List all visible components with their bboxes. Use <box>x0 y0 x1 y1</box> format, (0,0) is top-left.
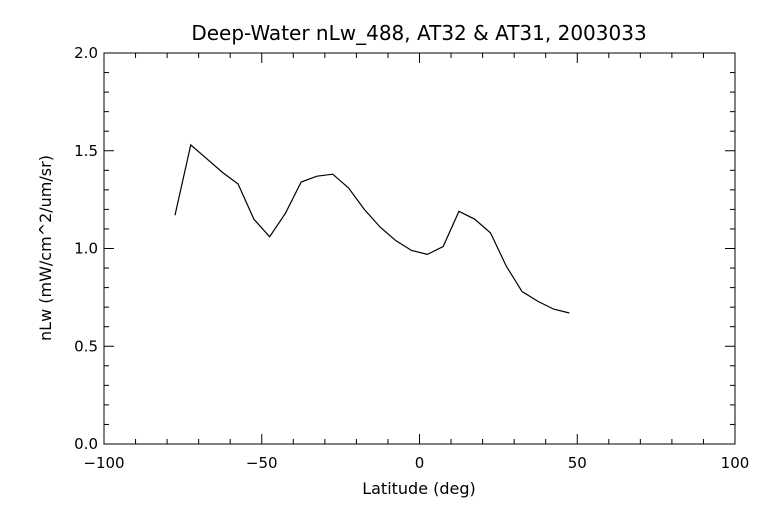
series-line <box>174 143 570 314</box>
x-tick-label: −100 <box>83 454 124 472</box>
plot-frame <box>103 52 736 445</box>
y-tick-label: 0.0 <box>74 435 98 453</box>
x-tick-label: 100 <box>721 454 750 472</box>
x-axis-label: Latitude (deg) <box>362 479 476 498</box>
x-tick-label: −50 <box>246 454 278 472</box>
chart-title: Deep-Water nLw_488, AT32 & AT31, 2003033 <box>191 21 646 45</box>
y-tick-label: 2.0 <box>74 44 98 62</box>
y-tick-label: 0.5 <box>74 337 98 355</box>
y-axis-label: nLw (mW/cm^2/um/sr) <box>36 155 55 341</box>
axis-tick-labels: −100 −50 0 50 100 0.0 0.5 1.0 1.5 2.0 <box>74 44 749 472</box>
y-tick-label: 1.0 <box>74 240 98 258</box>
x-tick-label: 0 <box>415 454 425 472</box>
y-tick-label: 1.5 <box>74 142 98 160</box>
axis-ticks <box>103 52 736 445</box>
x-tick-label: 50 <box>568 454 587 472</box>
